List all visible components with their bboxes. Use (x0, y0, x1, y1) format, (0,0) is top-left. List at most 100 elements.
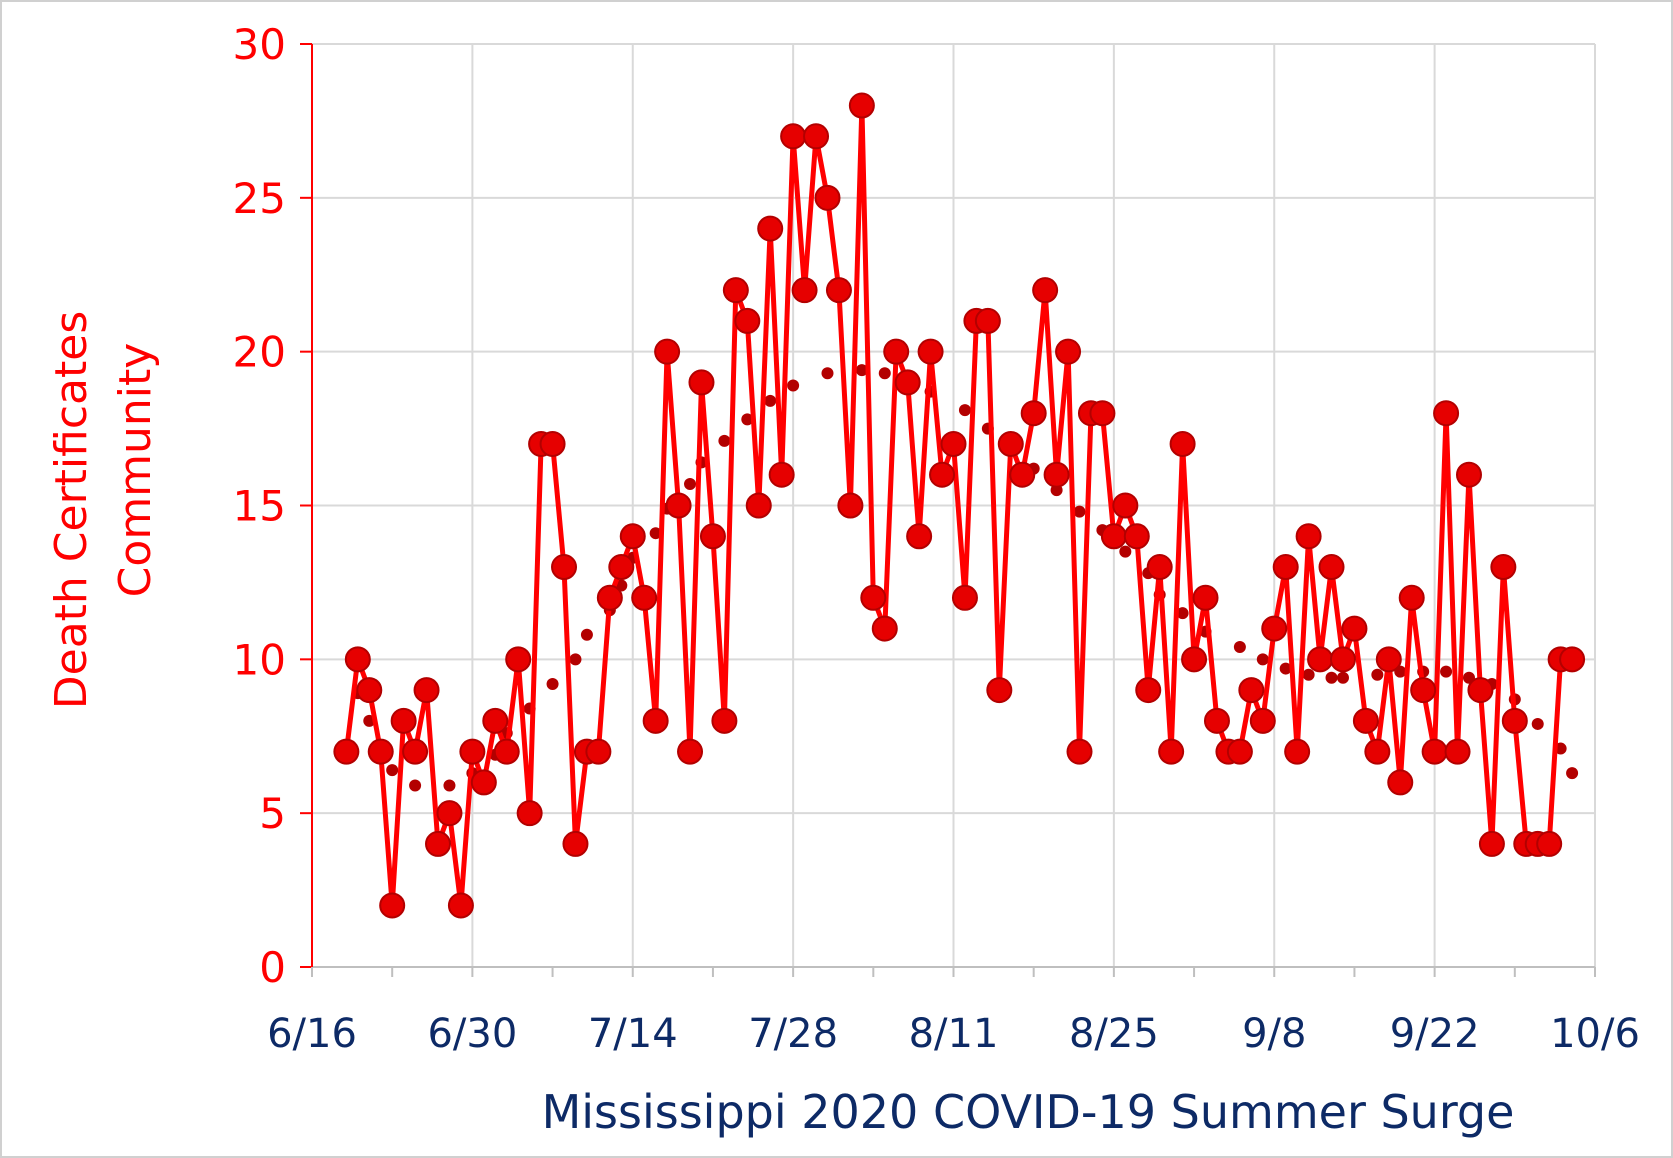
average-point (741, 413, 754, 426)
data-point (1089, 400, 1116, 427)
data-point (734, 307, 761, 334)
y-tick-label: 5 (259, 789, 286, 838)
average-point (569, 653, 582, 666)
data-point (1135, 677, 1162, 704)
data-point (505, 646, 532, 673)
data-point (1272, 554, 1299, 581)
data-point (722, 277, 749, 304)
y-tick-label: 20 (233, 328, 286, 377)
average-point (1279, 662, 1292, 675)
x-tick-label: 9/22 (1390, 1011, 1480, 1057)
data-point (1226, 738, 1253, 765)
average-point (649, 527, 662, 540)
data-point (803, 123, 830, 150)
y-tick-label: 30 (233, 20, 286, 69)
data-point (562, 830, 589, 857)
data-point (539, 430, 566, 457)
data-point (356, 677, 383, 704)
x-tick-label: 8/11 (909, 1011, 999, 1057)
data-point (1536, 830, 1563, 857)
data-point (1238, 677, 1265, 704)
data-point (654, 338, 681, 365)
y-tick-label: 0 (259, 943, 286, 992)
data-point (1203, 707, 1230, 734)
data-point (1192, 584, 1219, 611)
average-point (1325, 671, 1338, 684)
data-point (1375, 646, 1402, 673)
data-point (1455, 461, 1482, 488)
average-point (546, 677, 559, 690)
data-point (1352, 707, 1379, 734)
data-point (1387, 769, 1414, 796)
data-point (642, 707, 669, 734)
y-axis-title-line-2: Community (110, 343, 161, 598)
data-point (1467, 677, 1494, 704)
data-point (425, 830, 452, 857)
data-point (791, 277, 818, 304)
axes (300, 43, 1596, 977)
y-tick-label: 10 (233, 635, 286, 684)
x-tick-label: 6/30 (427, 1011, 517, 1057)
average-point (1233, 641, 1246, 654)
data-point (1055, 338, 1082, 365)
tick-labels: 0 5 10 15 20 25 30 6/16 6/30 7/14 7/28 8/11 8/25 9/8 9… (233, 20, 1640, 1057)
data-point (493, 738, 520, 765)
data-point (1444, 738, 1471, 765)
x-axis-title: Mississippi 2020 COVID-19 Summer Surge (542, 1085, 1515, 1139)
average-point (821, 367, 834, 380)
average-point (1440, 665, 1453, 678)
x-tick-label: 8/25 (1069, 1011, 1159, 1057)
data-point (745, 492, 772, 519)
data-point (1169, 430, 1196, 457)
data-point (1398, 584, 1425, 611)
x-tick-label: 6/16 (267, 1011, 357, 1057)
data-point (1490, 554, 1517, 581)
average-point (1302, 668, 1315, 681)
data-point (367, 738, 394, 765)
data-point (1478, 830, 1505, 857)
data-point (1318, 554, 1345, 581)
average-point (764, 394, 777, 407)
average-point (855, 364, 868, 377)
data-point (379, 892, 406, 919)
average-point (409, 779, 422, 792)
data-point (608, 554, 635, 581)
data-point (516, 800, 543, 827)
data-point (814, 184, 841, 211)
average-point (878, 367, 891, 380)
data-point (1146, 554, 1173, 581)
data-point (871, 615, 898, 642)
data-point (1123, 523, 1150, 550)
average-point (1073, 505, 1086, 518)
data-point (390, 707, 417, 734)
data-point (482, 707, 509, 734)
data-point (1433, 400, 1460, 427)
data-point (848, 92, 875, 119)
data-point (459, 738, 486, 765)
data-point (1410, 677, 1437, 704)
data-point (585, 738, 612, 765)
data-point (402, 738, 429, 765)
data-point (917, 338, 944, 365)
data-point (1020, 400, 1047, 427)
data-point (551, 554, 578, 581)
average-point (1256, 653, 1269, 666)
data-point (780, 123, 807, 150)
data-point (413, 677, 440, 704)
average-point (787, 379, 800, 392)
data-point (1112, 492, 1139, 519)
average-point (958, 404, 971, 417)
data-point (894, 369, 921, 396)
x-tick-label: 7/28 (748, 1011, 838, 1057)
data-point (940, 430, 967, 457)
data-point (447, 892, 474, 919)
data-point (699, 523, 726, 550)
average-point (1566, 767, 1579, 780)
data-point (1032, 277, 1059, 304)
x-tick-label: 7/14 (588, 1011, 678, 1057)
data-point (929, 461, 956, 488)
average-point (1119, 545, 1132, 558)
data-point (631, 584, 658, 611)
data-point (1364, 738, 1391, 765)
